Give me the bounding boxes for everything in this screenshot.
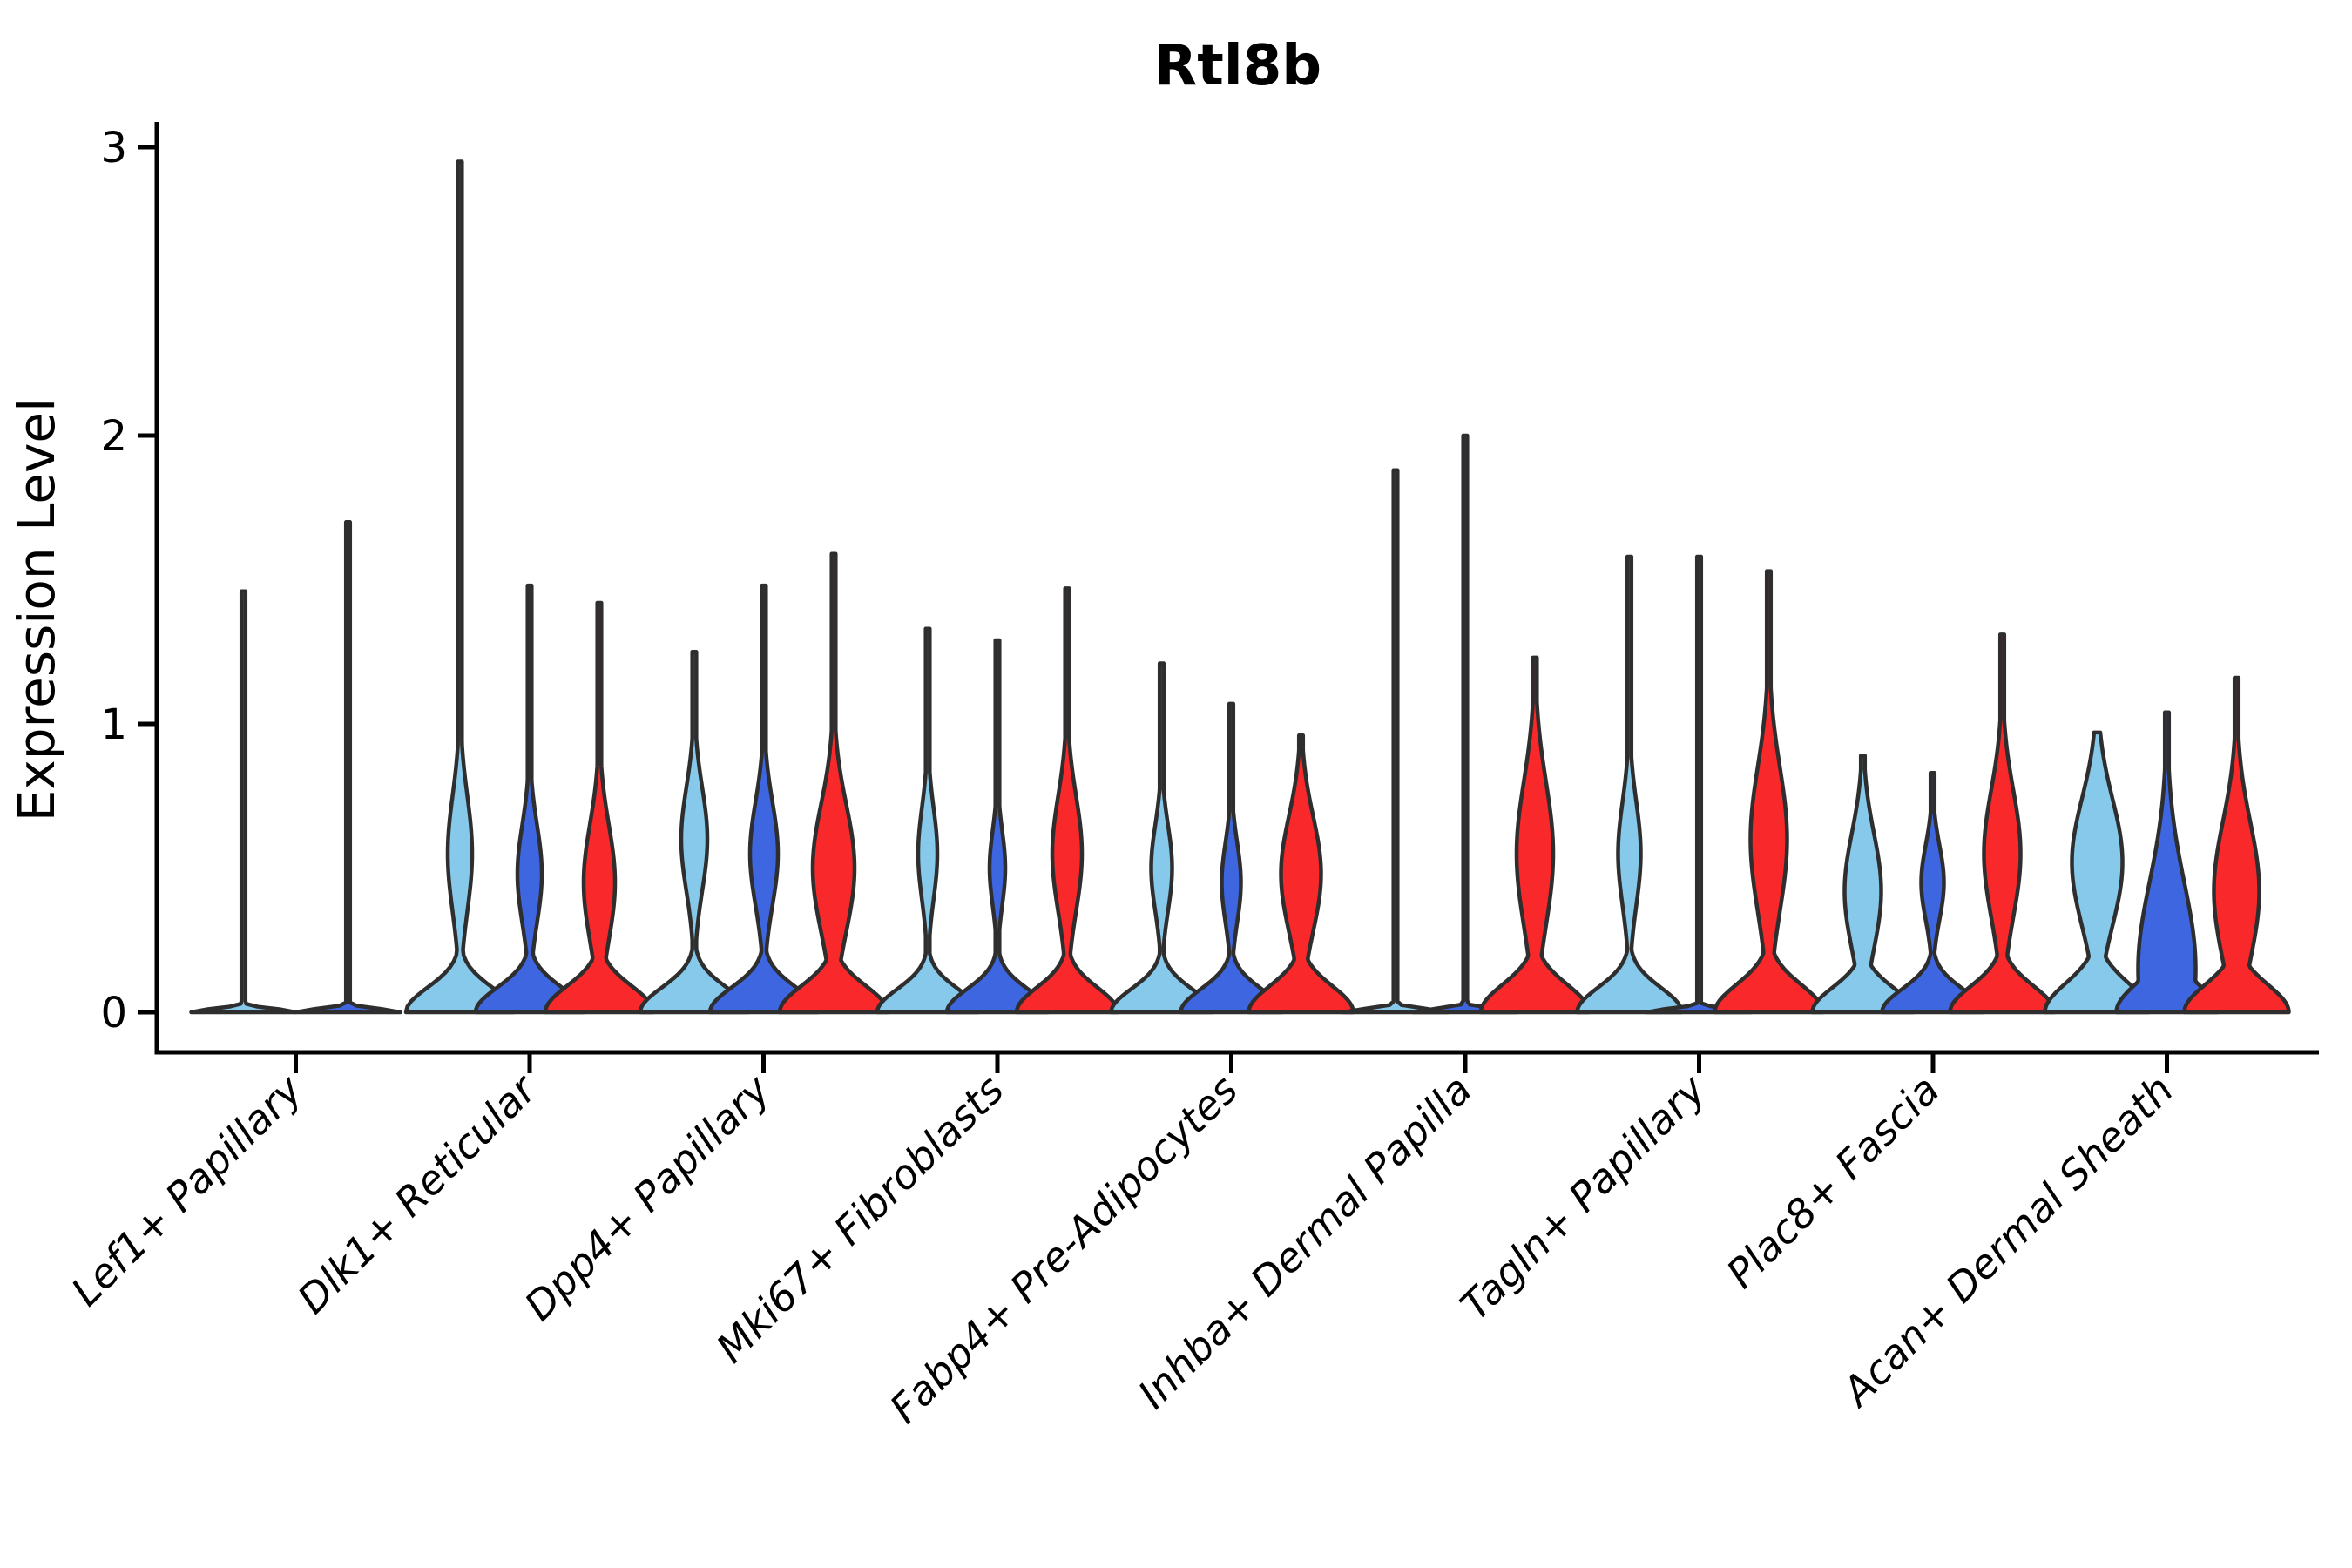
violin-fabp4-pre-adipocytes-split-1 [1109, 661, 1214, 1015]
x-category-label: Dpp4+ Papillary [516, 1065, 780, 1329]
x-category-label: Tagln+ Papillary [1451, 1065, 1715, 1329]
violin-tagln-papillary-split-1 [1575, 554, 1684, 1015]
violin-dpp4-papillary-split-3 [777, 551, 890, 1015]
violin-tagln-papillary-split-2 [1645, 554, 1754, 1015]
violin-acan-dermal-sheath-split-3 [2182, 675, 2291, 1015]
violin-dpp4-papillary-split-2 [707, 583, 821, 1015]
x-category-label: Dlk1+ Reticular [288, 1064, 547, 1322]
violin-inhba-dermal-papilla-split-2 [1410, 433, 1520, 1015]
violin-mki67-fibroblasts-split-3 [1014, 586, 1120, 1015]
violin-fabp4-pre-adipocytes-split-2 [1179, 701, 1284, 1015]
violin-acan-dermal-sheath-split-1 [2043, 730, 2152, 1015]
x-category-label: Lef1+ Papillary [62, 1065, 311, 1315]
chart-title: Rtl8b [1154, 34, 1321, 98]
violin-tagln-papillary-split-3 [1713, 569, 1825, 1015]
y-tick-label: 3 [100, 124, 127, 172]
y-tick-label: 0 [100, 989, 127, 1037]
violin-lef1-papillary-split-2 [294, 520, 402, 1015]
violin-dpp4-papillary-split-1 [638, 650, 751, 1015]
y-tick-label: 1 [100, 700, 127, 749]
violin-dlk1-reticular-split-3 [543, 600, 656, 1015]
violin-dlk1-reticular-split-1 [403, 159, 517, 1015]
violin-inhba-dermal-papilla-split-3 [1478, 655, 1592, 1015]
violin-plac8-fascia-split-2 [1880, 771, 1985, 1015]
violin-plac8-fascia-split-3 [1948, 632, 2057, 1015]
violin-fabp4-pre-adipocytes-split-3 [1247, 733, 1355, 1015]
violin-dlk1-reticular-split-2 [473, 583, 586, 1015]
violin-lef1-papillary-split-1 [189, 589, 298, 1015]
y-axis-label: Expression Level [7, 398, 66, 821]
violin-acan-dermal-sheath-split-2 [2114, 710, 2220, 1015]
x-category-label: Plac8+ Fascia [1717, 1066, 1948, 1297]
violin-plac8-fascia-split-1 [1810, 754, 1916, 1015]
violin-mki67-fibroblasts-split-1 [875, 626, 981, 1015]
violin-mki67-fibroblasts-split-2 [944, 638, 1051, 1015]
y-tick-label: 2 [100, 412, 127, 461]
violin-inhba-dermal-papilla-split-1 [1341, 468, 1450, 1015]
